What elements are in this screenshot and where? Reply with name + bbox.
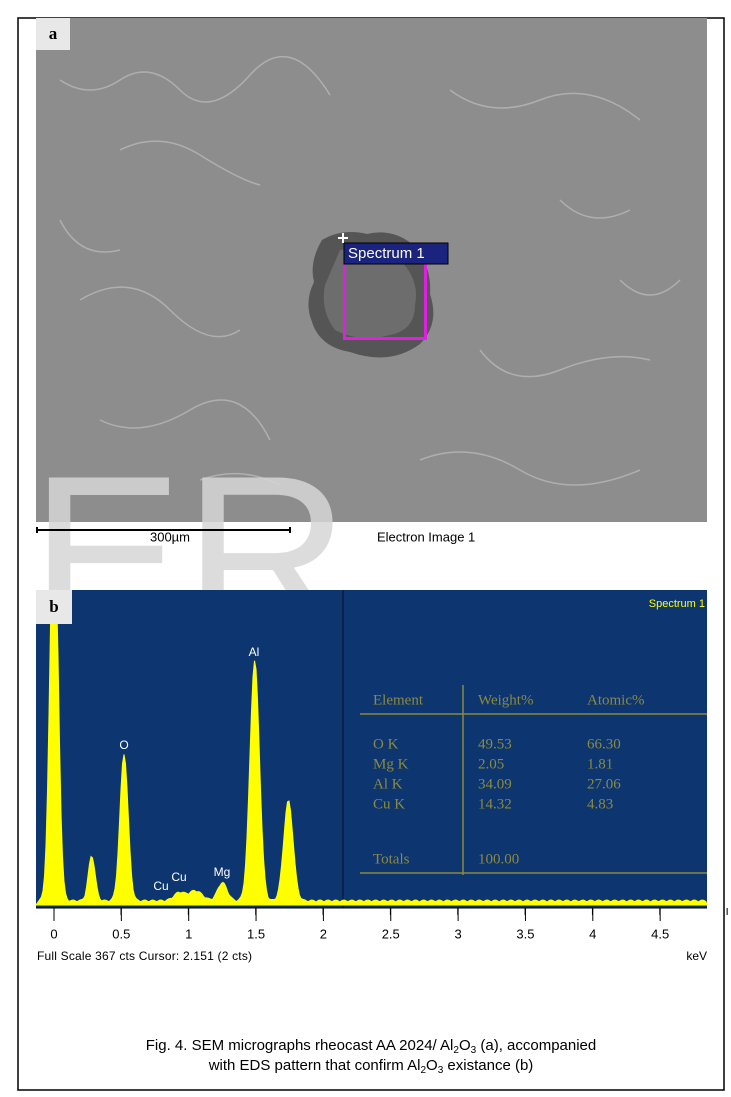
x-tick-label: 1.5	[247, 926, 265, 941]
peak-label: Cu	[153, 879, 168, 893]
x-tick-label: 4.5	[651, 926, 669, 941]
image-caption: Electron Image 1	[377, 529, 475, 544]
x-tick-label: 0.5	[112, 926, 130, 941]
x-tick-label: 0	[50, 926, 57, 941]
panel-label: a	[49, 24, 58, 43]
table-cell: 49.53	[478, 736, 512, 752]
caption-text: Fig. 4. SEM micrographs rheocast AA 2024…	[146, 1037, 454, 1054]
caption-text: existance (b)	[443, 1057, 533, 1074]
peak-label: Cu	[171, 870, 186, 884]
x-tick-label: 2.5	[382, 926, 400, 941]
x-tick-label: 4	[589, 926, 596, 941]
table-header: Weight%	[478, 692, 533, 708]
peak-label: Mg	[214, 865, 231, 879]
caption-text: O	[426, 1057, 438, 1074]
table-cell: 14.32	[478, 796, 512, 812]
table-cell: 2.05	[478, 756, 504, 772]
peak-label: O	[119, 738, 128, 752]
caption-text: with EDS pattern that confirm Al	[208, 1057, 421, 1074]
table-cell: 27.06	[587, 776, 621, 792]
peak-label: Al	[249, 645, 260, 659]
spectrum-tag-label: Spectrum 1	[348, 245, 425, 262]
x-tick-label: 2	[320, 926, 327, 941]
panel-label: b	[49, 597, 58, 616]
table-cell: Mg K	[373, 756, 409, 772]
table-header: Atomic%	[587, 692, 645, 708]
table-cell: Al K	[373, 776, 403, 792]
caption-text: (a), accompanied	[476, 1037, 596, 1054]
table-total: Totals	[373, 851, 410, 867]
status-line: Full Scale 367 cts Cursor: 2.151 (2 cts)	[37, 949, 252, 963]
table-cell: 1.81	[587, 756, 613, 772]
table-total: 100.00	[478, 851, 519, 867]
page: Spectrum 1 a ER 300µm Electron Image 1 S…	[0, 0, 731, 1097]
x-tick-label: 3	[454, 926, 461, 941]
scale-bar-label: 300µm	[150, 529, 190, 544]
x-tick-label: 1	[185, 926, 192, 941]
caption-line: with EDS pattern that confirm Al2O3 exis…	[208, 1057, 534, 1076]
x-tick-label: 3.5	[516, 926, 534, 941]
table-cell: 34.09	[478, 776, 512, 792]
table-cell: 66.30	[587, 736, 621, 752]
table-cell: Cu K	[373, 796, 405, 812]
x-ticks: 0 0.5 1 1.5 2 2.5 3 3.5 4 4.5	[50, 908, 727, 941]
caption-line: Fig. 4. SEM micrographs rheocast AA 2024…	[146, 1037, 597, 1056]
caption-text: O	[459, 1037, 471, 1054]
table-header: Element	[373, 692, 424, 708]
x-unit: keV	[686, 949, 707, 963]
table-cell: 4.83	[587, 796, 613, 812]
table-cell: O K	[373, 736, 399, 752]
figure: Spectrum 1 a ER 300µm Electron Image 1 S…	[0, 0, 731, 1097]
spectrum-title: Spectrum 1	[649, 598, 705, 610]
